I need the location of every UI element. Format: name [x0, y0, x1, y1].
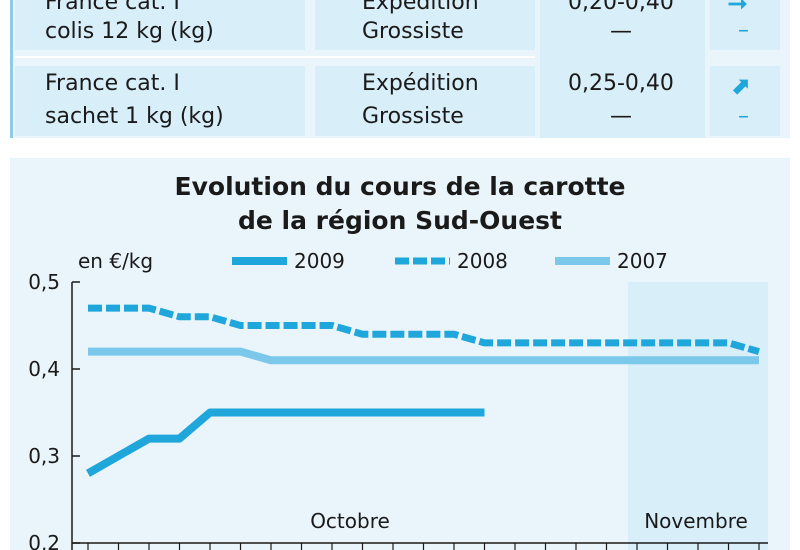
legend-label-2009: 2009	[294, 249, 345, 273]
y-axis-label: en €/kg	[78, 249, 153, 273]
y-tick-label: 0,2	[28, 531, 60, 550]
price-range: 0,20-0,40	[568, 0, 674, 15]
product-name: colis 12 kg (kg)	[45, 19, 214, 44]
november-band	[628, 282, 768, 550]
legend-label-2007: 2007	[617, 249, 668, 273]
table-cell	[710, 0, 780, 50]
series-line-2007	[88, 347, 759, 365]
y-tick-label: 0,3	[28, 444, 60, 468]
arrow-right-icon: ⭢	[728, 0, 748, 16]
price-range: —	[610, 19, 632, 44]
period-label-novembre: Novembre	[644, 509, 748, 533]
table-cell	[315, 66, 535, 136]
trend-value: –	[738, 18, 749, 43]
price-range: —	[610, 104, 632, 129]
stage-label: Grossiste	[362, 19, 464, 44]
series-line-2008	[88, 304, 760, 355]
stage-label: Expédition	[362, 0, 479, 15]
table-cell	[710, 66, 780, 136]
y-tick-label: 0,5	[28, 270, 60, 294]
series-line-2009	[86, 408, 485, 477]
y-tick-label: 0,4	[28, 357, 60, 381]
stage-label: Grossiste	[362, 104, 464, 129]
table-accent-bar	[10, 0, 13, 138]
arrow-up-right-icon: ⬈	[730, 72, 751, 100]
price-range: 0,25-0,40	[568, 71, 674, 96]
product-name: sachet 1 kg (kg)	[45, 104, 224, 129]
chart-subtitle: de la région Sud-Ouest	[237, 206, 563, 235]
table-cell	[540, 0, 705, 138]
product-name: France cat. I	[45, 71, 180, 96]
row-divider	[15, 56, 535, 58]
table-cell	[15, 0, 305, 50]
legend-label-2008: 2008	[457, 249, 508, 273]
chart-title: Evolution du cours de la carotte	[174, 172, 626, 201]
table-cell	[15, 66, 305, 136]
product-name: France cat. I	[45, 0, 180, 15]
trend-value: –	[738, 104, 749, 129]
stage-label: Expédition	[362, 71, 479, 96]
table-cell	[315, 0, 535, 50]
period-label-octobre: Octobre	[310, 509, 390, 533]
